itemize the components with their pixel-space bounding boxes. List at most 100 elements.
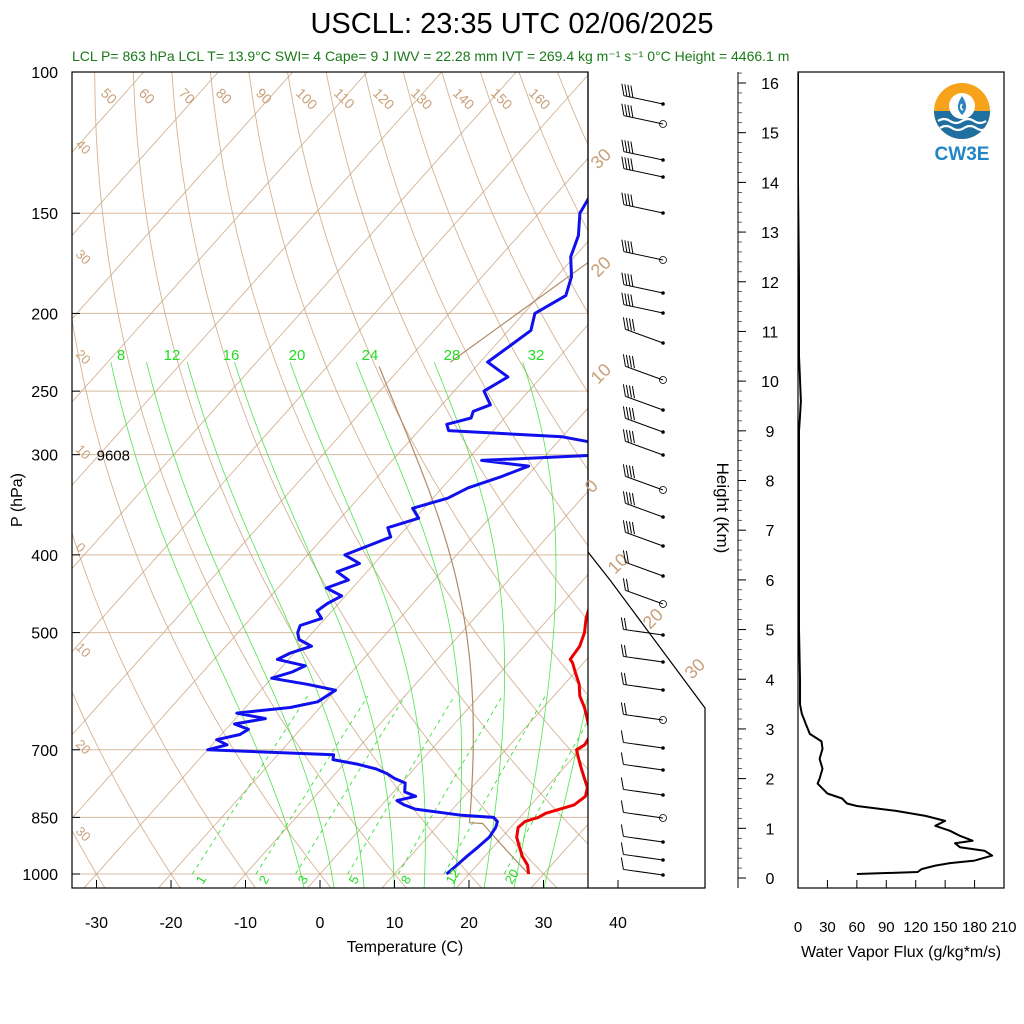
- y-tick-label: 400: [31, 548, 58, 565]
- moist-adiabat-line: [110, 362, 305, 888]
- wind-barb-flag: [620, 702, 624, 715]
- dewpoint-series-line: [206, 196, 588, 876]
- wind-barb: [620, 617, 665, 637]
- wind-barb: [621, 292, 665, 315]
- wind-barb-flag: [620, 842, 624, 855]
- isotherm-value-label: 90: [253, 85, 275, 107]
- wind-barb: [620, 644, 665, 664]
- moist-adiabat-label: 12: [164, 347, 181, 364]
- mixing-ratio-line: [295, 695, 406, 875]
- mixing-ratio-line: [347, 695, 455, 875]
- wind-barb-shaft: [625, 502, 664, 518]
- wind-barb-flag: [624, 157, 628, 170]
- wind-barb-flag: [620, 672, 624, 685]
- isotherm-line: [83, 324, 588, 888]
- moist-adiabat-line: [543, 692, 588, 888]
- wind-station-dot: [661, 858, 665, 862]
- dry-adiabat-line: [132, 72, 483, 888]
- wind-station-circle: [659, 120, 667, 128]
- x-tick-label: 0: [316, 915, 325, 932]
- isotherm-line: [72, 72, 517, 570]
- wind-station-dot: [661, 793, 665, 797]
- wind-barb-flag: [631, 431, 635, 444]
- wind-station-dot: [661, 515, 665, 519]
- moist-adiabat-line: [513, 361, 557, 888]
- height-tick-label: 4: [766, 672, 775, 689]
- wind-barb-flag: [627, 140, 631, 153]
- moist-adiabat-label: 24: [362, 347, 379, 364]
- dry-adiabat-line: [72, 829, 106, 888]
- y-tick-label: 100: [31, 65, 58, 82]
- mixing-ratio-label: 20: [502, 866, 522, 886]
- wind-barb-flag: [622, 520, 626, 533]
- wind-barb-flag: [630, 194, 634, 207]
- y-tick-label: 150: [31, 206, 58, 223]
- mixing-ratio-line: [192, 695, 308, 875]
- wind-barb: [620, 777, 665, 797]
- flux-x-tick-label: 150: [933, 919, 958, 936]
- wind-barb-shaft: [623, 284, 664, 294]
- wind-barb-flag: [624, 273, 628, 286]
- wind-barb-flag: [625, 520, 629, 534]
- flux-x-axis-label: Water Vapor Flux (g/kg*m/s): [801, 944, 1001, 961]
- wind-barb-shaft: [625, 589, 664, 605]
- wind-station-dot: [661, 746, 665, 750]
- isotherm-value-label: 80: [213, 85, 235, 107]
- wind-barb-flag: [624, 140, 628, 153]
- dry-adiabat-line: [364, 72, 588, 547]
- wind-barb-flag: [622, 491, 626, 504]
- wind-barb-flag: [622, 464, 626, 477]
- wind-barb-flag: [630, 274, 634, 287]
- side-temperature-label: 20: [587, 253, 615, 281]
- wind-station-dot: [661, 633, 665, 637]
- wind-barb: [621, 83, 665, 106]
- moist-adiabat-line: [433, 361, 506, 888]
- x-tick-label: 40: [609, 915, 627, 932]
- wind-barb-flag: [631, 493, 635, 506]
- wind-barb-flag: [627, 273, 631, 286]
- wind-barb-flag: [621, 139, 625, 152]
- wind-barb-shaft: [625, 328, 664, 344]
- wind-barb-flag: [625, 317, 629, 331]
- isotherm-line: [530, 823, 588, 888]
- sounding-stats: LCL P= 863 hPa LCL T= 13.9°C SWI= 4 Cape…: [72, 48, 790, 64]
- isotherm-value-label: 70: [176, 85, 198, 107]
- isotherm-line: [232, 490, 588, 888]
- wind-barb: [620, 702, 667, 724]
- wind-barb-flag: [621, 272, 625, 285]
- wind-barb-flag: [623, 617, 627, 631]
- wind-barb-flag: [624, 84, 628, 97]
- y-axis-label: P (hPa): [9, 473, 26, 527]
- height-tick-label: 2: [766, 772, 775, 789]
- y-tick-label: 500: [31, 626, 58, 643]
- y-tick-label: 700: [31, 743, 58, 760]
- wind-station-dot: [661, 408, 665, 412]
- wind-barb: [620, 824, 665, 844]
- isotherm-line: [752, 72, 1024, 891]
- wind-station-circle: [659, 716, 667, 724]
- dry-adiabat-line: [72, 531, 257, 888]
- wind-barb-flag: [631, 319, 635, 332]
- isotherm-line: [72, 157, 588, 736]
- wind-barb-flag: [631, 522, 635, 535]
- wind-barb-flag: [627, 193, 631, 206]
- isotherm-line: [72, 72, 294, 320]
- wind-barb-flag: [621, 292, 625, 305]
- wind-barb-flag: [628, 407, 632, 420]
- isotherm-value-label: 140: [450, 85, 478, 113]
- wind-barb: [620, 857, 665, 877]
- moist-adiabat-label: 32: [528, 347, 545, 364]
- wind-barb-flag: [620, 800, 624, 813]
- wind-station-dot: [661, 102, 665, 106]
- wind-barb-flag: [630, 158, 634, 171]
- height-tick-label: 9: [766, 424, 775, 441]
- wind-barb-flag: [628, 355, 632, 368]
- y-tick-label: 250: [31, 384, 58, 401]
- isotherm-line: [72, 72, 443, 486]
- y-tick-label: 300: [31, 448, 58, 465]
- y-tick-label: 850: [31, 810, 58, 827]
- wind-barb-flag: [631, 386, 635, 399]
- wind-barb-flag: [622, 317, 626, 330]
- wind-barb: [622, 520, 665, 548]
